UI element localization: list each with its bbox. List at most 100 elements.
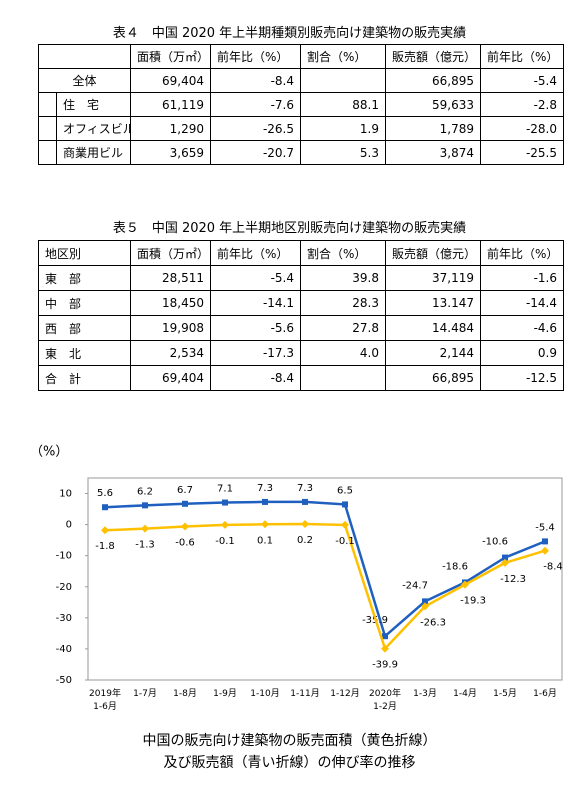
data-label: -0.1 [335,536,355,547]
y-tick-label: -30 [56,613,72,624]
x-tick-label: 1-3月 [413,689,437,699]
data-label: 7.1 [217,484,233,495]
chart: （%） 10 0 -10 -20 -30 -40 -50 5.6 6.2 6.7 7.1 7.3 7.3… [30,445,563,687]
marker [421,602,429,611]
table-cell: 37,119 [385,265,481,291]
table-cell: 2,144 [385,340,481,366]
table-cell: 4.0 [300,340,386,366]
marker [461,580,469,589]
table-cell: 1,789 [385,116,481,141]
header-cell: 前年比（%） [480,44,564,69]
plot-frame [87,477,563,681]
x-tick-label: 1-9月 [213,689,237,699]
marker [101,526,109,535]
line [104,522,546,652]
table-cell: 28.3 [300,290,386,316]
marker [182,500,188,507]
table-cell: -12.5 [480,365,564,391]
data-label: 6.7 [177,485,193,496]
table-cell: -8.4 [210,365,301,391]
table-cell: 西 部 [38,315,131,341]
marker [301,519,309,528]
data-label: 5.6 [97,488,113,499]
table-row: オフィスビル 1,290 -26.5 1.9 1,789 -28.0 [38,116,564,141]
table-cell: 66,895 [385,365,481,391]
marker [501,558,509,567]
marker [181,522,189,531]
marker [262,498,268,505]
table-cell: 3,874 [385,140,481,165]
table-cell: 住 宅 [56,92,131,117]
table-cell: -2.8 [480,92,564,117]
table-row: 西 部 19,908 -5.6 27.8 14.484 -4.6 [38,315,564,341]
table-cell: -8.4 [210,68,301,93]
marker [342,501,348,508]
table-cell: -1.6 [480,265,564,291]
table-cell: 59,633 [385,92,481,117]
table-cell [38,140,57,165]
marker [142,502,148,509]
data-label: 7.3 [257,483,273,494]
x-tick-label: 1-12月 [330,689,360,699]
y-tick-label: -40 [56,644,72,655]
x-tick-label: 1-8月 [173,689,197,699]
table-cell [300,68,386,93]
table-cell: 14.484 [385,315,481,341]
table-row: 商業用ビル 3,659 -20.7 5.3 3,874 -25.5 [38,140,564,165]
x-tick-label: 1-7月 [133,689,157,699]
table-cell: 2,534 [130,340,211,366]
x-tick-label: 1-10月 [250,689,280,699]
table-cell: 66,895 [385,68,481,93]
marker [102,504,108,511]
marker [542,538,548,545]
table-row: 住 宅 61,119 -7.6 88.1 59,633 -2.8 [38,92,564,117]
table-row: 中 部 18,450 -14.1 28.3 13.147 -14.4 [38,290,564,316]
table-cell: 5.3 [300,140,386,165]
table-cell [38,92,57,117]
table: 地区別 面積（万㎡） 前年比（%） 割合（%） 販売額（億元） 前年比（%）東 部 28,5… [38,240,564,391]
x-tick-label: 1-11月 [290,689,320,699]
header-cell: 面積（万㎡） [130,240,211,266]
y-tick-label: 0 [66,520,72,531]
data-label: -26.3 [420,617,446,628]
table: 面積（万㎡） 前年比（%） 割合（%） 販売額（億元） 前年比（%） 全体 69,404 -8… [38,44,564,165]
header-cell: 地区別 [38,240,131,266]
data-label: -1.3 [135,540,155,551]
table-cell: 88.1 [300,92,386,117]
header-cell: 販売額（億元） [385,240,481,266]
y-tick-label: -20 [56,582,72,593]
table-cell: 中 部 [38,290,131,316]
y-axis-label: （%） [30,445,68,460]
marker [302,498,308,505]
y-tick-label: -10 [56,551,72,562]
table-cell: -26.5 [210,116,301,141]
table-cell: 0.9 [480,340,564,366]
table-cell [300,365,386,391]
x-tick-label: 1-4月 [453,689,477,699]
data-label: -5.4 [535,522,555,533]
marker [141,524,149,533]
table-row: 東 北 2,534 -17.3 4.0 2,144 0.9 [38,340,564,366]
data-label: 0.2 [297,535,313,546]
header-cell: 割合（%） [300,44,386,69]
data-label: -8.4 [543,562,563,573]
header-cell: 割合（%） [300,240,386,266]
table-cell: -14.4 [480,290,564,316]
table-cell: 18,450 [130,290,211,316]
table-cell: 東 北 [38,340,131,366]
table-title: 表５ 中国 2020 年上半期地区別販売向け建築物の販売実績 [112,221,467,236]
marker [422,598,428,605]
table-cell: 合 計 [38,365,131,391]
line [104,500,546,639]
data-label: -12.3 [500,574,526,585]
table-cell: -7.6 [210,92,301,117]
data-label: -39.9 [372,660,398,671]
marker [221,520,229,529]
y-tick-label: 10 [59,489,72,500]
header-cell: 面積（万㎡） [130,44,211,69]
table-cell: -5.4 [480,68,564,93]
x-tick-label: 1-5月 [493,689,517,699]
table-cell: オフィスビル [56,116,131,141]
data-label: 6.2 [137,486,153,497]
marker [541,546,549,555]
